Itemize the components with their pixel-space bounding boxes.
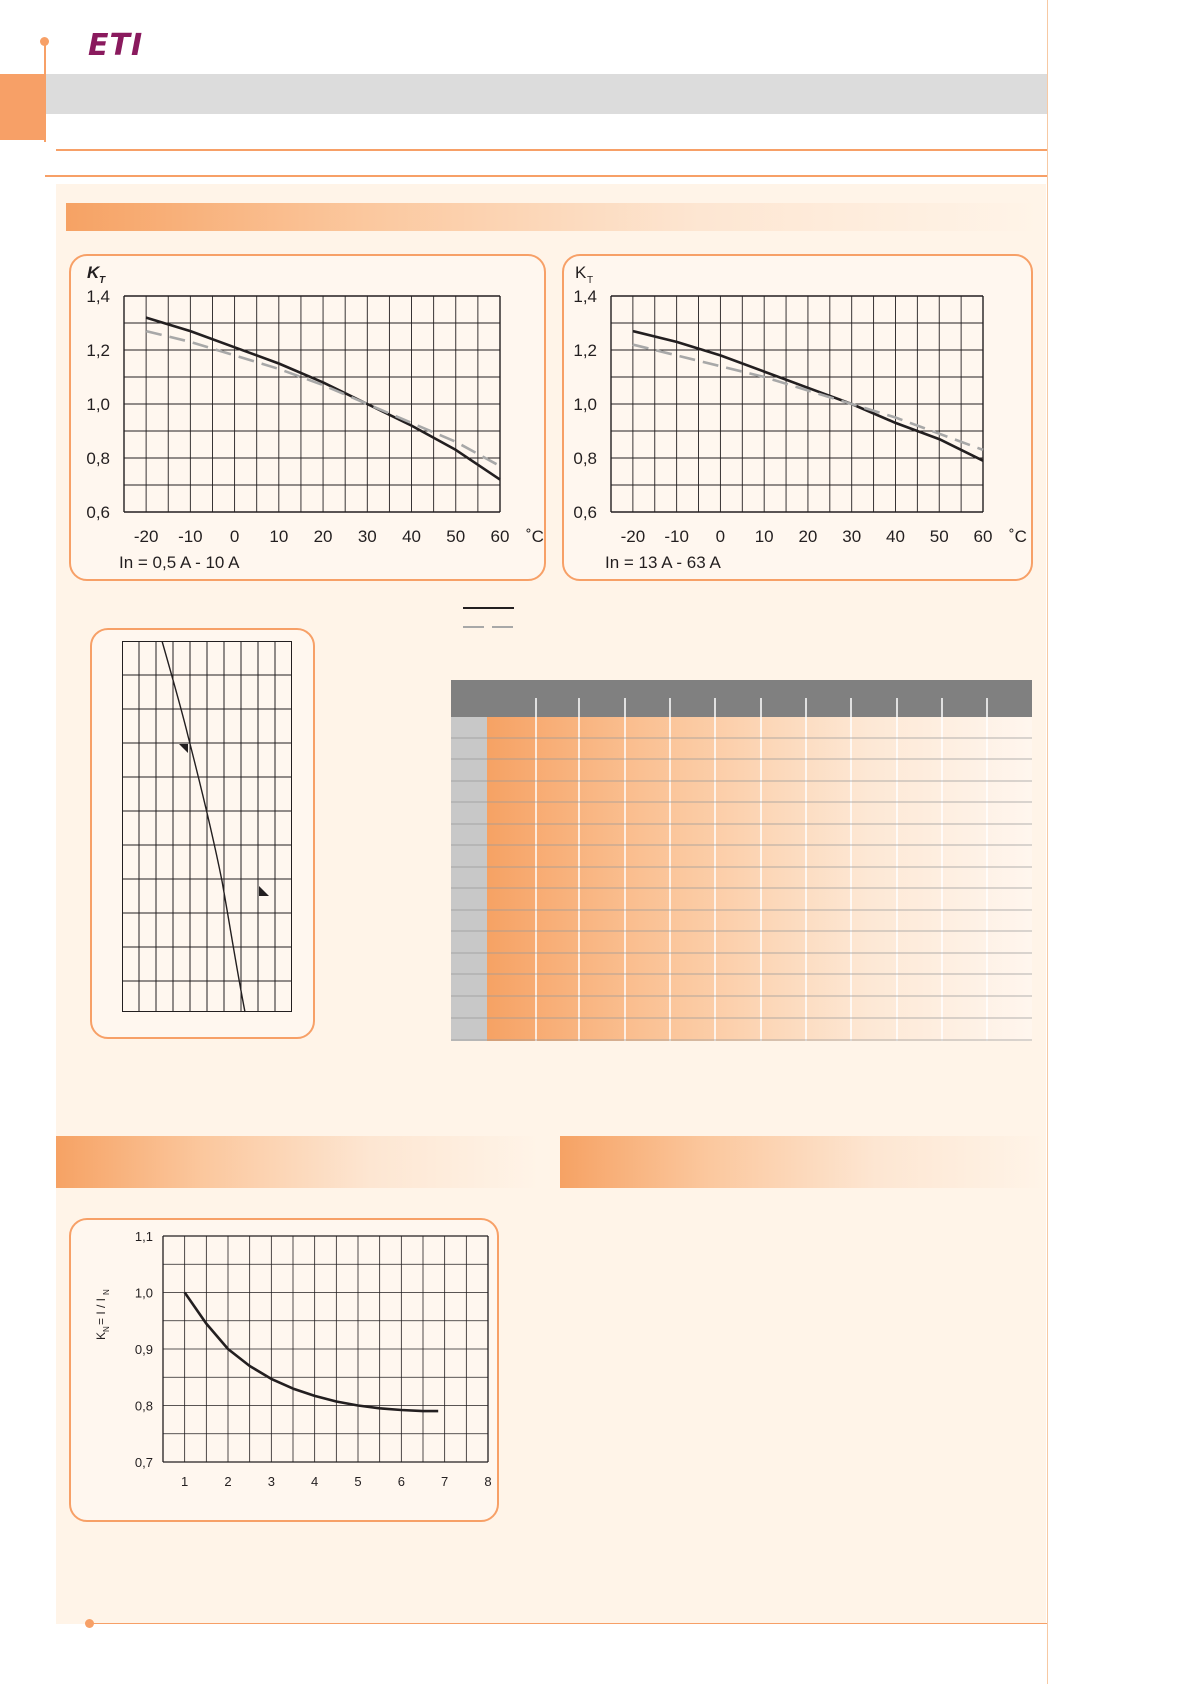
y-tick-label: 1,0 [573,395,597,414]
y-tick-label: 0,7 [135,1455,153,1470]
y-axis-label: KN= I / IN [94,1289,111,1340]
x-tick-label: 30 [842,527,861,546]
x-tick-label: -20 [621,527,646,546]
x-tick-label: 8 [484,1474,491,1489]
x-tick-label: 0 [716,527,725,546]
y-axis-label: K [575,263,587,282]
altitude-graphic [122,641,292,1013]
altitude-grid [122,641,292,1012]
y-label-rest-sub: N [102,1289,111,1295]
series-dashed-line [145,329,501,468]
y-tick-label: 1,2 [86,341,110,360]
footer-rule [90,1623,1047,1624]
temperature-chart-large: 1,4 1,2 1,0 0,8 0,6 -20 -10 0 10 20 30 40 50 60 ˚C K T In… [573,263,1027,572]
chart-panel-large-currents [562,254,1033,581]
right-rule [1047,0,1048,1684]
chart-legend [463,607,514,628]
y-tick-label: 0,9 [135,1342,153,1357]
altitude-marker-1 [179,744,188,753]
y-tick-label: 1,4 [573,287,597,306]
section-bar-mounting [56,1136,540,1188]
y-tick-label: 0,8 [86,449,110,468]
x-tick-label: 7 [441,1474,448,1489]
y-tick-label: 0,8 [573,449,597,468]
y-label-k: K [94,1332,108,1340]
top-dot [40,37,49,46]
x-tick-label: 10 [755,527,774,546]
x-tick-label: -10 [664,527,689,546]
y-tick-label: 0,6 [573,503,597,522]
x-tick-label: 0 [230,527,239,546]
x-tick-label: 50 [446,527,465,546]
series-solid-line [145,316,501,481]
eti-logo: ETI [88,28,144,63]
chart-panel-adjacent-devices [69,1218,499,1522]
x-tick-label: 60 [491,527,510,546]
header-band [45,74,1048,114]
x-tick-label: -20 [134,527,159,546]
x-tick-label: 60 [974,527,993,546]
y-tick-label: 1,0 [86,395,110,414]
x-tick-label: 40 [402,527,421,546]
series-dashed-line [632,343,984,452]
header-rule-2 [45,175,1048,177]
table-body [487,717,1032,1041]
altitude-marker-2 [259,886,269,896]
y-tick-label: 1,4 [86,287,110,306]
section-bar-temperature [66,203,1041,231]
y-axis-label-subscript: T [99,275,106,286]
left-rule [44,42,46,142]
altitude-curve [161,641,246,1013]
page-tab-marker [0,74,45,140]
series-solid-line [632,329,984,462]
range-note: In = 0,5 A - 10 A [119,553,240,572]
x-tick-label: 5 [354,1474,361,1489]
table-row-dividers [451,737,1032,1041]
table-first-column [451,717,487,1041]
x-tick-label: 4 [311,1474,318,1489]
x-tick-label: 20 [314,527,333,546]
x-tick-label: 20 [798,527,817,546]
altitude-panel [90,628,315,1039]
x-tick-label: 3 [268,1474,275,1489]
adjacent-devices-chart: 1,11,00,90,80,71 2 3 4 5 6 7 8KN= I / IN [94,1229,492,1489]
y-tick-label: 1,2 [573,341,597,360]
header-rule [56,149,1048,151]
section-bar-right [560,1136,1046,1188]
x-tick-label: 30 [358,527,377,546]
y-tick-label: 0,8 [135,1399,153,1414]
x-unit-label: ˚C [1009,527,1027,546]
x-unit-label: ˚C [526,527,544,546]
y-axis-label: K [87,263,101,282]
chart-panel-small-currents [69,254,546,581]
x-tick-label: 2 [224,1474,231,1489]
temperature-chart-small: 1,4 1,2 1,0 0,8 0,6 -20 -10 0 10 20 30 40 50 60 ˚C K T In… [86,263,544,572]
y-tick-label: 0,6 [86,503,110,522]
x-tick-label: 1 [181,1474,188,1489]
x-tick-label: 10 [269,527,288,546]
x-tick-label: 6 [398,1474,405,1489]
x-tick-label: 40 [886,527,905,546]
x-tick-label: 50 [930,527,949,546]
y-label-k-sub: N [102,1326,111,1332]
table-column-dividers [535,698,988,1041]
footer-dot [85,1619,94,1628]
y-tick-label: 1,1 [135,1229,153,1244]
x-tick-label: -10 [178,527,203,546]
table-header [451,680,1032,717]
y-axis-label-subscript: T [587,275,593,286]
series-solid-line [183,1291,439,1413]
data-table [451,680,1032,1041]
data-table-graphic [451,680,1032,1041]
range-note: In = 13 A - 63 A [605,553,721,572]
y-label-rest: = I / I [94,1298,108,1325]
y-tick-label: 1,0 [135,1286,153,1301]
